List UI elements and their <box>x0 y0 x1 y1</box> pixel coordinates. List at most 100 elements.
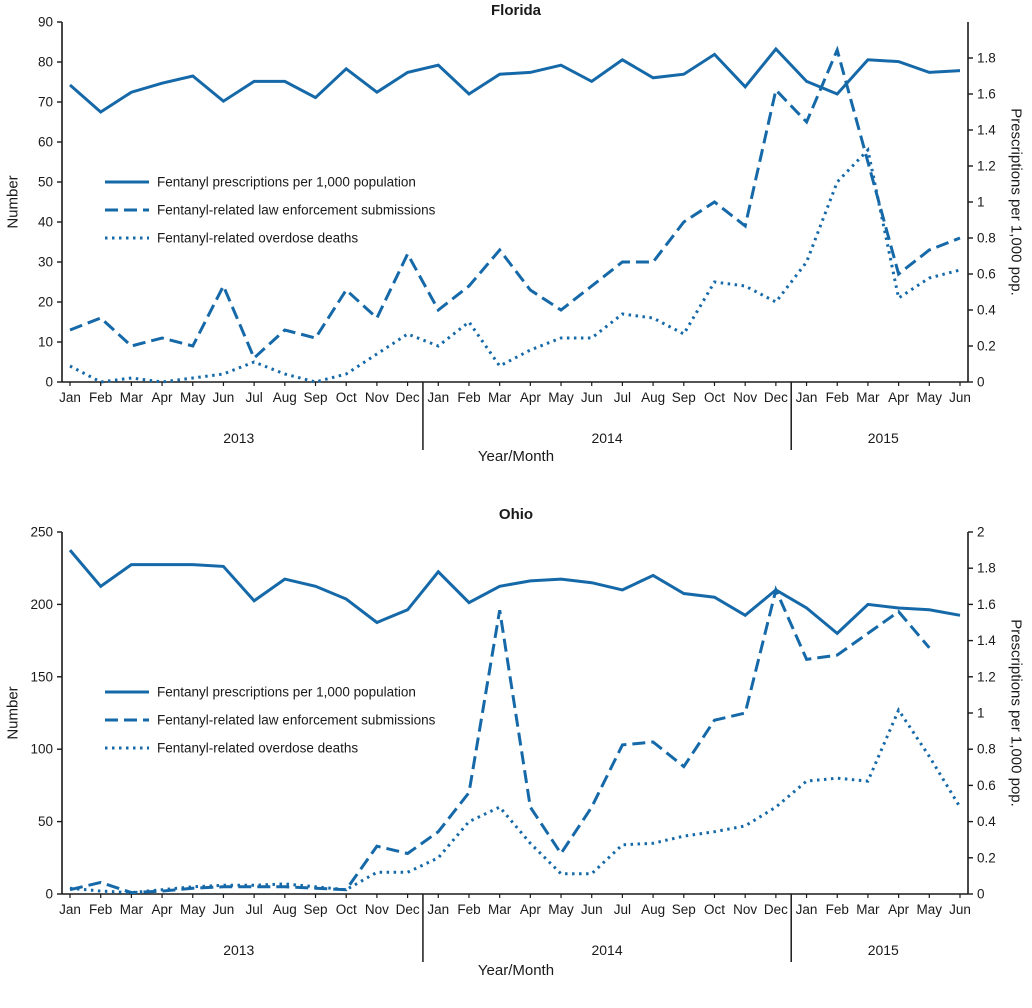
month-label: Jul <box>246 902 263 917</box>
left-tick-label: 200 <box>30 597 53 612</box>
ohio-chart: Ohio Number Prescriptions per 1,000 pop.… <box>0 492 1032 1008</box>
month-label: Feb <box>457 902 480 917</box>
left-tick-label: 10 <box>38 335 53 350</box>
month-label: Sep <box>304 390 328 405</box>
month-label: Dec <box>396 902 420 917</box>
month-label: Sep <box>304 902 328 917</box>
month-label: Jan <box>59 902 81 917</box>
right-tick-label: 1.6 <box>977 597 996 612</box>
left-tick-label: 100 <box>30 742 53 757</box>
month-label: Apr <box>520 390 542 405</box>
month-label: Feb <box>457 390 480 405</box>
legend-label: Fentanyl prescriptions per 1,000 populat… <box>157 175 416 190</box>
month-label: May <box>917 390 943 405</box>
chart-title: Florida <box>490 2 541 19</box>
month-label: Jan <box>59 390 81 405</box>
month-label: Jan <box>427 902 449 917</box>
month-label: Feb <box>89 390 112 405</box>
year-label: 2013 <box>223 942 254 958</box>
year-label: 2015 <box>868 942 899 958</box>
month-label: Jun <box>949 390 971 405</box>
month-label: Jul <box>614 902 631 917</box>
x-axis-title: Year/Month <box>477 962 555 979</box>
florida-chart: Florida Number Prescriptions per 1,000 p… <box>0 0 1032 492</box>
right-tick-label: 0.8 <box>977 742 996 757</box>
month-label: Mar <box>856 390 880 405</box>
month-label: Aug <box>641 902 665 917</box>
solid-series-line <box>68 549 961 636</box>
left-tick-label: 0 <box>45 887 53 902</box>
month-label: Mar <box>120 390 144 405</box>
left-tick-label: 90 <box>38 15 53 30</box>
right-tick-label: 0.6 <box>977 778 996 793</box>
month-label: Nov <box>365 902 389 917</box>
legend-label: Fentanyl-related overdose deaths <box>157 231 358 246</box>
right-tick-label: 1.2 <box>977 669 996 684</box>
right-tick-label: 1.8 <box>977 51 996 66</box>
month-label: May <box>180 902 206 917</box>
month-label: Dec <box>396 390 420 405</box>
right-tick-label: 0.2 <box>977 850 996 865</box>
month-label: Mar <box>488 902 512 917</box>
year-label: 2014 <box>591 430 622 446</box>
month-label: Jul <box>246 390 263 405</box>
month-label: Jun <box>213 902 235 917</box>
right-tick-label: 0 <box>977 887 985 902</box>
month-label: Jun <box>213 390 235 405</box>
month-label: Oct <box>336 390 357 405</box>
right-tick-label: 1.8 <box>977 561 996 576</box>
florida-plot-svg: 0 10 20 30 40 50 60 70 80 90 0 0.2 0.4 0.6 0.8 1 1.2 1.4 1… <box>38 15 996 450</box>
month-label: Jan <box>796 902 818 917</box>
month-label: Sep <box>672 902 696 917</box>
month-label: Nov <box>733 390 757 405</box>
left-tick-label: 150 <box>30 669 53 684</box>
month-label: Feb <box>89 902 112 917</box>
month-label: Apr <box>152 390 174 405</box>
year-label: 2014 <box>591 942 622 958</box>
month-label: Jun <box>581 390 603 405</box>
legend-label: Fentanyl-related law enforcement submiss… <box>157 203 436 218</box>
month-label: Nov <box>733 902 757 917</box>
left-tick-label: 0 <box>45 375 53 390</box>
right-tick-label: 2 <box>977 525 985 540</box>
month-label: Jul <box>614 390 631 405</box>
right-tick-label: 1.6 <box>977 87 996 102</box>
solid-series-line <box>69 46 961 114</box>
month-label: Dec <box>764 390 788 405</box>
month-label: May <box>917 902 943 917</box>
month-label: Aug <box>273 390 297 405</box>
chart-title: Ohio <box>498 506 534 523</box>
month-label: Jun <box>581 902 603 917</box>
month-label: Feb <box>826 902 849 917</box>
month-label: Dec <box>764 902 788 917</box>
legend-label: Fentanyl-related overdose deaths <box>157 741 358 756</box>
right-tick-label: 0.8 <box>977 231 996 246</box>
dashed-series-line <box>69 585 931 895</box>
month-label: Oct <box>336 902 357 917</box>
month-label: Jan <box>427 390 449 405</box>
left-tick-label: 20 <box>38 295 53 310</box>
left-tick-label: 60 <box>38 135 53 150</box>
left-tick-label: 250 <box>30 525 53 540</box>
right-tick-label: 1.4 <box>977 123 996 138</box>
ohio-plot-svg: 0 50 100 150 200 250 0 0.2 0.4 0.6 0.8 1 1.2 1.4 1.6 1.… <box>30 525 996 962</box>
right-tick-label: 0.6 <box>977 267 996 282</box>
right-tick-label: 0.4 <box>977 303 996 318</box>
month-label: May <box>548 902 574 917</box>
right-tick-label: 0 <box>977 375 985 390</box>
dotted-series-line <box>69 706 962 895</box>
month-label: Apr <box>520 902 542 917</box>
left-tick-label: 30 <box>38 255 53 270</box>
right-tick-label: 0.4 <box>977 814 996 829</box>
month-label: Aug <box>273 902 297 917</box>
right-tick-label: 1 <box>977 706 985 721</box>
month-label: Apr <box>152 902 174 917</box>
left-tick-label: 70 <box>38 95 53 110</box>
left-tick-label: 50 <box>38 175 53 190</box>
month-label: Aug <box>641 390 665 405</box>
left-tick-label: 80 <box>38 55 53 70</box>
month-label: Apr <box>888 390 910 405</box>
legend-label: Fentanyl-related law enforcement submiss… <box>157 713 436 728</box>
